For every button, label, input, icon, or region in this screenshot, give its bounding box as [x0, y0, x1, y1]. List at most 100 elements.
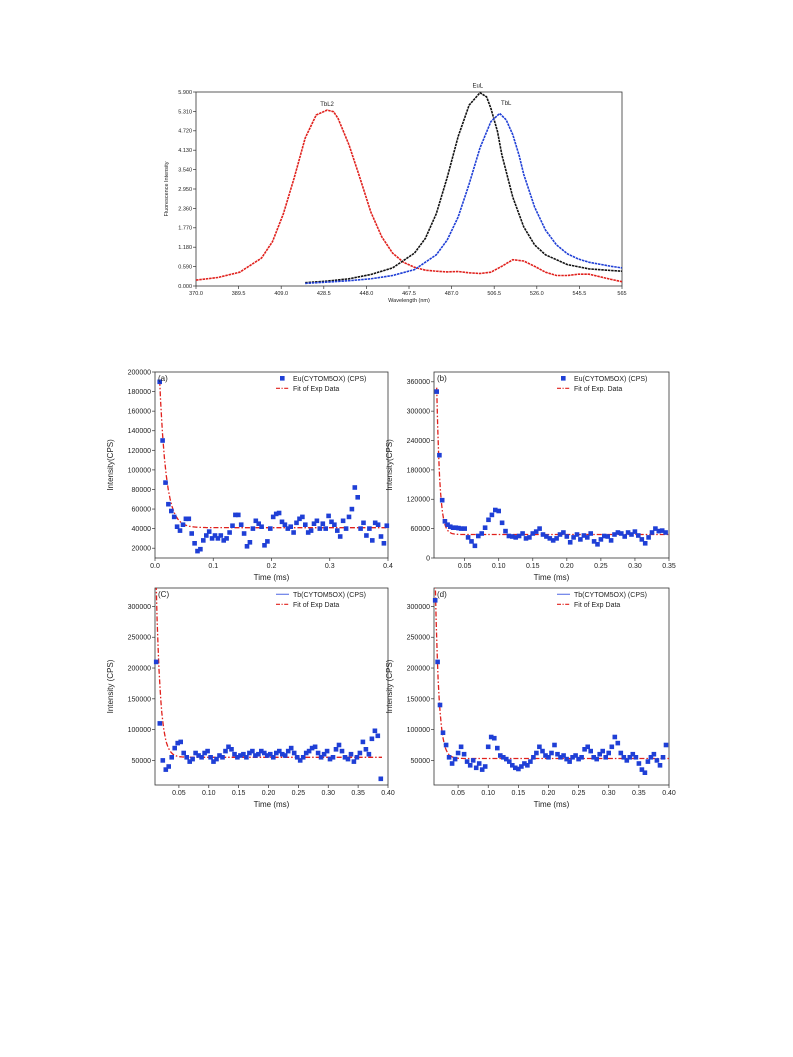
y-tick-label: 2.360 — [178, 206, 192, 212]
panel-a: 0.0 0.1 0.2 0.3 0.42000040000600008000010000… — [106, 369, 393, 582]
data-point — [528, 759, 533, 764]
data-point — [585, 745, 590, 750]
data-point — [616, 741, 621, 746]
data-point — [664, 743, 669, 748]
data-point — [490, 513, 495, 518]
data-point — [610, 745, 615, 750]
data-point — [434, 389, 439, 394]
y-axis-label: Intensity(CPS) — [385, 439, 394, 491]
legend-marker — [561, 376, 566, 381]
data-point — [646, 535, 651, 540]
x-tick-label: 448.0 — [360, 291, 374, 297]
data-point — [346, 757, 351, 762]
x-tick-label: 0.15 — [232, 790, 246, 797]
data-point — [154, 660, 159, 665]
data-point — [469, 539, 474, 544]
data-point — [658, 763, 663, 768]
x-tick-label: 0.25 — [292, 790, 306, 797]
y-tick-label: 4.130 — [178, 148, 192, 154]
data-point — [567, 759, 572, 764]
data-point — [444, 743, 449, 748]
x-tick-label: 0.4 — [383, 563, 393, 570]
data-point — [230, 523, 235, 528]
data-point — [468, 763, 473, 768]
data-point — [277, 511, 282, 516]
y-tick-label: 0.590 — [178, 265, 192, 271]
x-tick-label: 526.0 — [530, 291, 544, 297]
data-point — [594, 757, 599, 762]
data-point — [634, 755, 639, 760]
x-tick-label: 0.30 — [628, 563, 642, 570]
data-point — [321, 521, 326, 526]
x-tick-label: 0.15 — [526, 563, 540, 570]
data-point — [283, 753, 288, 758]
data-point — [316, 751, 321, 756]
data-point — [229, 747, 234, 752]
data-point — [223, 749, 228, 754]
data-point — [588, 531, 593, 536]
data-point — [172, 746, 177, 751]
y-tick-label: 100000 — [128, 467, 151, 474]
data-point — [376, 522, 381, 527]
x-tick-label: 506.5 — [487, 291, 501, 297]
x-tick-label: 0.40 — [381, 790, 395, 797]
data-point — [259, 524, 264, 529]
data-point — [337, 743, 342, 748]
data-point — [227, 530, 232, 535]
legend-entry: Fit of Exp Data — [574, 602, 620, 609]
y-tick-label: 250000 — [407, 635, 430, 642]
data-point — [242, 531, 247, 536]
y-tick-label: 60000 — [411, 526, 431, 533]
x-axis-label: Time (ms) — [534, 800, 570, 809]
data-point — [503, 529, 508, 534]
data-point — [588, 749, 593, 754]
data-point — [163, 480, 168, 485]
data-point — [201, 538, 206, 543]
data-point — [376, 734, 381, 739]
y-tick-label: 100000 — [128, 727, 151, 734]
data-point — [637, 761, 642, 766]
x-tick-label: 0.05 — [458, 563, 472, 570]
series-line-TbL — [305, 113, 622, 283]
data-point — [379, 534, 384, 539]
data-point — [160, 438, 165, 443]
y-tick-label: 140000 — [128, 428, 151, 435]
data-point — [248, 540, 253, 545]
data-point — [479, 531, 484, 536]
data-point — [486, 518, 491, 523]
y-tick-label: 120000 — [407, 497, 430, 504]
data-point — [440, 498, 445, 503]
y-tick-label: 300000 — [407, 409, 430, 416]
y-tick-label: 200000 — [128, 369, 151, 376]
x-tick-label: 0.30 — [321, 790, 335, 797]
data-point — [166, 764, 171, 769]
data-point — [158, 721, 163, 726]
data-point — [373, 729, 378, 734]
data-point — [643, 541, 648, 546]
y-tick-label: 1.770 — [178, 226, 192, 232]
data-point — [288, 524, 293, 529]
data-point — [561, 530, 566, 535]
panel-label: (a) — [158, 374, 168, 383]
data-point — [268, 526, 273, 531]
y-tick-label: 1.180 — [178, 245, 192, 251]
data-point — [500, 521, 505, 526]
data-point — [643, 770, 648, 775]
series-line-EuL — [305, 93, 622, 283]
data-point — [309, 528, 314, 533]
x-tick-label: 0.1 — [208, 563, 218, 570]
x-tick-label: 0.40 — [662, 790, 676, 797]
data-point — [370, 737, 375, 742]
legend-marker — [280, 376, 285, 381]
y-tick-label: 60000 — [132, 507, 152, 514]
legend-entry: Eu(CYTOM5OX) (CPS) — [293, 376, 366, 383]
x-tick-label: 0.15 — [512, 790, 526, 797]
x-tick-label: 487.0 — [445, 291, 459, 297]
x-tick-label: 0.05 — [451, 790, 465, 797]
panel-b: 0.05 0.10 0.15 0.20 0.25 0.30 0.35 0 60000 120000… — [385, 372, 676, 582]
x-tick-label: 389.5 — [232, 291, 246, 297]
data-point — [341, 519, 346, 524]
y-tick-label: 180000 — [407, 467, 430, 474]
x-axis-label: Time (ms) — [254, 800, 290, 809]
data-point — [473, 544, 478, 549]
